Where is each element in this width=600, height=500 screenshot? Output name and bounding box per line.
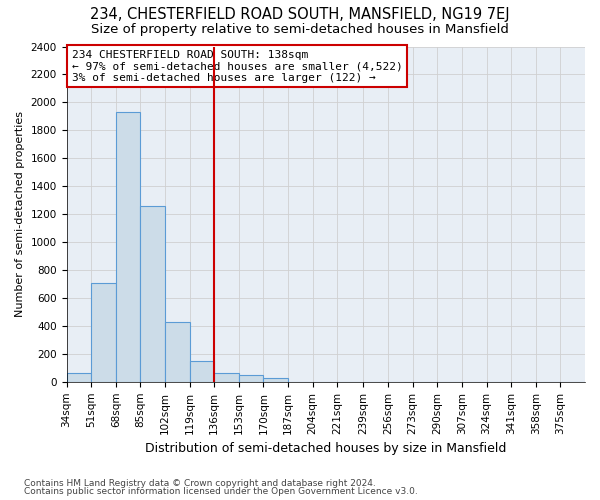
Y-axis label: Number of semi-detached properties: Number of semi-detached properties <box>15 111 25 317</box>
Text: Contains HM Land Registry data © Crown copyright and database right 2024.: Contains HM Land Registry data © Crown c… <box>24 478 376 488</box>
Text: Contains public sector information licensed under the Open Government Licence v3: Contains public sector information licen… <box>24 487 418 496</box>
Bar <box>67 372 91 382</box>
Text: 234 CHESTERFIELD ROAD SOUTH: 138sqm
← 97% of semi-detached houses are smaller (4: 234 CHESTERFIELD ROAD SOUTH: 138sqm ← 97… <box>72 50 403 83</box>
Text: 234, CHESTERFIELD ROAD SOUTH, MANSFIELD, NG19 7EJ: 234, CHESTERFIELD ROAD SOUTH, MANSFIELD,… <box>90 8 510 22</box>
Bar <box>116 112 140 382</box>
Bar <box>263 378 288 382</box>
Bar <box>91 282 116 382</box>
Bar <box>214 374 239 382</box>
Text: Size of property relative to semi-detached houses in Mansfield: Size of property relative to semi-detach… <box>91 22 509 36</box>
Bar <box>165 322 190 382</box>
Bar <box>140 206 165 382</box>
Bar <box>190 361 214 382</box>
Bar <box>239 375 263 382</box>
X-axis label: Distribution of semi-detached houses by size in Mansfield: Distribution of semi-detached houses by … <box>145 442 506 455</box>
